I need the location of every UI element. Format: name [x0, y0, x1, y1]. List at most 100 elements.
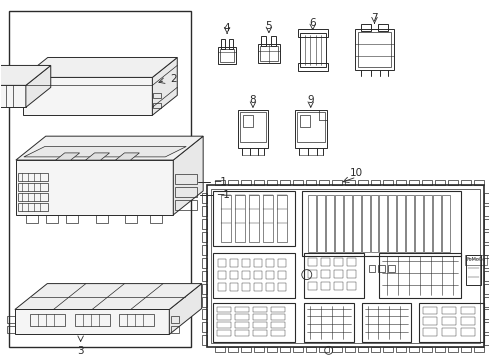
Bar [370, 195, 378, 252]
Bar [484, 193, 489, 203]
Bar [442, 306, 456, 315]
Bar [218, 271, 226, 279]
Polygon shape [169, 284, 202, 334]
Bar [271, 330, 285, 336]
Text: 9: 9 [307, 95, 314, 105]
Text: 4: 4 [224, 23, 230, 33]
Bar [461, 306, 475, 315]
Bar [202, 323, 207, 332]
Bar [30, 315, 65, 327]
Bar [355, 28, 394, 71]
Bar [484, 258, 489, 268]
Bar [235, 195, 245, 242]
Bar [409, 180, 419, 185]
Bar [7, 327, 15, 333]
Bar [215, 180, 225, 185]
Bar [243, 115, 253, 127]
Bar [278, 283, 286, 291]
Bar [261, 36, 266, 45]
Bar [213, 253, 295, 298]
Polygon shape [56, 153, 80, 160]
Bar [266, 283, 274, 291]
Bar [221, 39, 225, 49]
Polygon shape [0, 85, 26, 107]
Bar [254, 283, 262, 291]
Bar [207, 185, 484, 347]
Bar [235, 306, 249, 312]
Bar [18, 173, 48, 181]
Bar [424, 195, 432, 252]
Bar [295, 110, 327, 148]
Bar [334, 258, 343, 266]
Bar [370, 347, 380, 352]
Bar [271, 323, 285, 328]
Bar [241, 347, 251, 352]
Bar [378, 24, 389, 31]
Bar [278, 259, 286, 267]
Bar [423, 318, 437, 325]
Bar [396, 347, 406, 352]
Polygon shape [15, 284, 202, 310]
Bar [435, 180, 445, 185]
Bar [416, 195, 423, 252]
Bar [240, 112, 266, 142]
Bar [384, 180, 393, 185]
Text: 3: 3 [77, 346, 84, 356]
Bar [249, 195, 259, 242]
Bar [406, 195, 415, 252]
Bar [308, 270, 317, 278]
Bar [484, 336, 489, 345]
Bar [202, 336, 207, 345]
Bar [474, 347, 484, 352]
Bar [254, 347, 264, 352]
Polygon shape [16, 136, 203, 160]
Bar [484, 219, 489, 229]
Bar [241, 180, 251, 185]
Bar [253, 323, 267, 328]
Bar [389, 265, 395, 272]
Bar [253, 315, 267, 320]
Bar [238, 110, 268, 148]
Bar [461, 180, 471, 185]
Bar [18, 203, 48, 211]
Polygon shape [152, 58, 177, 115]
Bar [317, 195, 325, 252]
Bar [267, 180, 277, 185]
Bar [308, 282, 317, 289]
Bar [419, 302, 484, 342]
Bar [321, 258, 330, 266]
Bar [370, 180, 380, 185]
Bar [358, 347, 368, 352]
Bar [74, 315, 110, 327]
Bar [230, 283, 238, 291]
Bar [466, 255, 481, 285]
Bar [271, 315, 285, 320]
Bar [211, 189, 480, 343]
Bar [298, 63, 328, 71]
Bar [202, 284, 207, 293]
Bar [96, 215, 107, 223]
Bar [215, 347, 225, 352]
Bar [361, 24, 370, 31]
Bar [254, 180, 264, 185]
Bar [235, 323, 249, 328]
Bar [484, 284, 489, 293]
Bar [280, 180, 290, 185]
Bar [217, 323, 231, 328]
Bar [293, 180, 303, 185]
Bar [368, 265, 375, 272]
Polygon shape [24, 147, 186, 157]
Bar [125, 215, 137, 223]
Bar [422, 180, 432, 185]
Bar [235, 330, 249, 336]
Bar [302, 191, 461, 256]
Bar [153, 93, 161, 98]
Bar [304, 253, 364, 298]
Bar [293, 347, 303, 352]
Bar [300, 115, 310, 127]
Bar [150, 215, 162, 223]
Bar [396, 180, 406, 185]
Bar [229, 39, 233, 49]
Polygon shape [86, 153, 110, 160]
Bar [218, 259, 226, 267]
